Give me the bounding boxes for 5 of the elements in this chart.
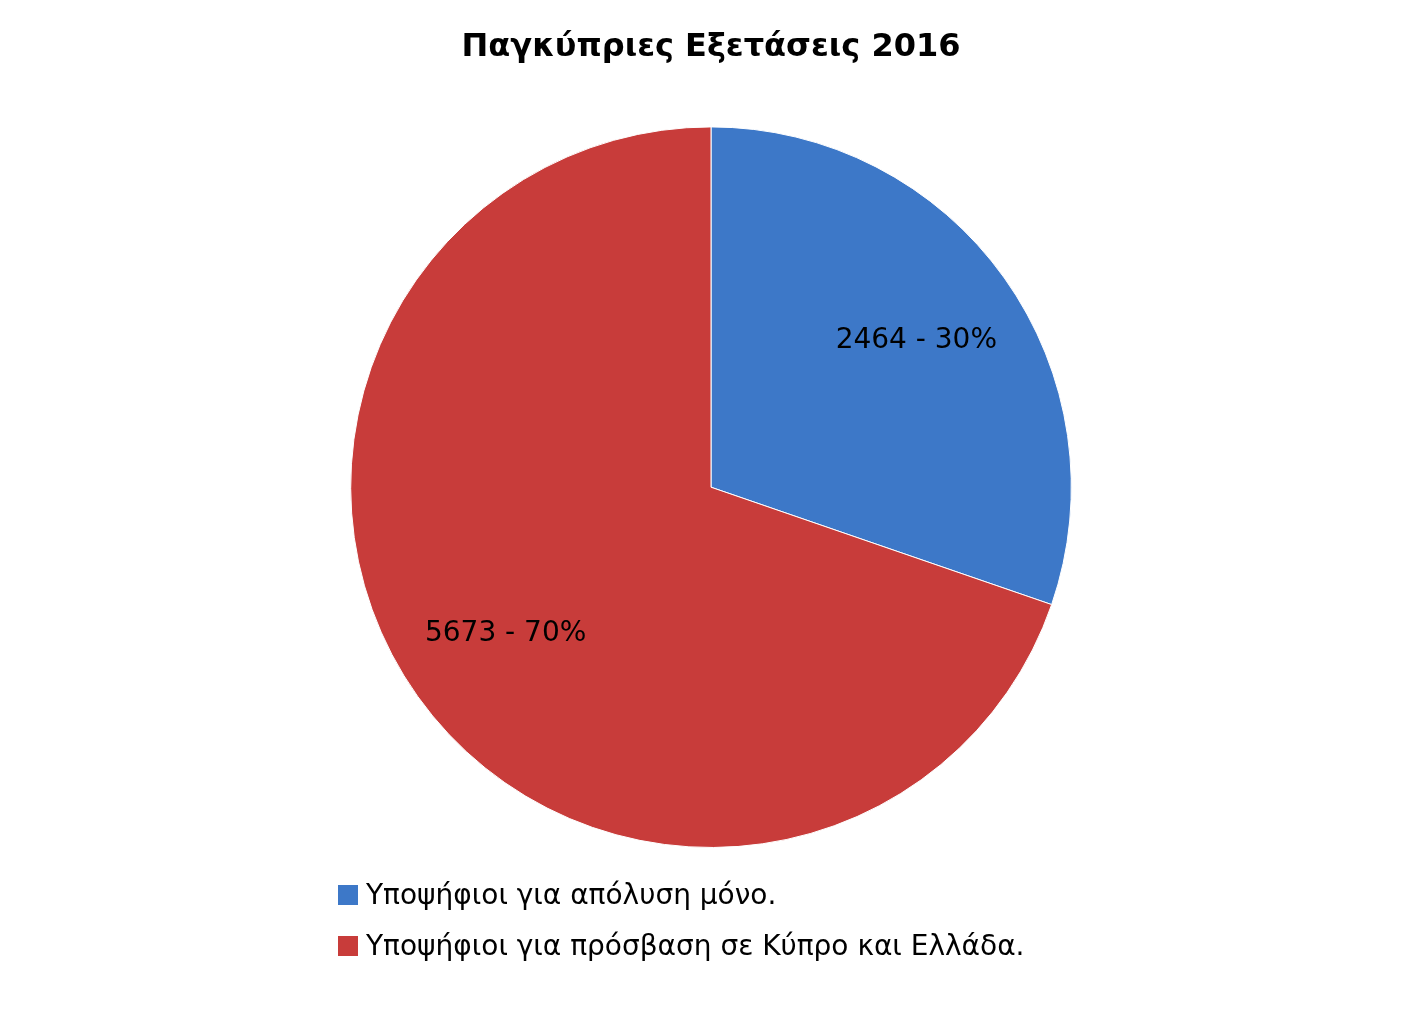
chart-title: Παγκύπριες Εξετάσεις 2016 xyxy=(461,25,961,64)
data-label: 2464 - 30% xyxy=(835,322,998,356)
data-label: 5673 - 70% xyxy=(424,614,587,648)
legend-label: Υποψήφιοι για πρόσβαση σε Κύπρο και Ελλάδα. xyxy=(366,929,1025,962)
legend-label: Υποψήφιοι για απόλυση μόνο. xyxy=(366,878,777,911)
